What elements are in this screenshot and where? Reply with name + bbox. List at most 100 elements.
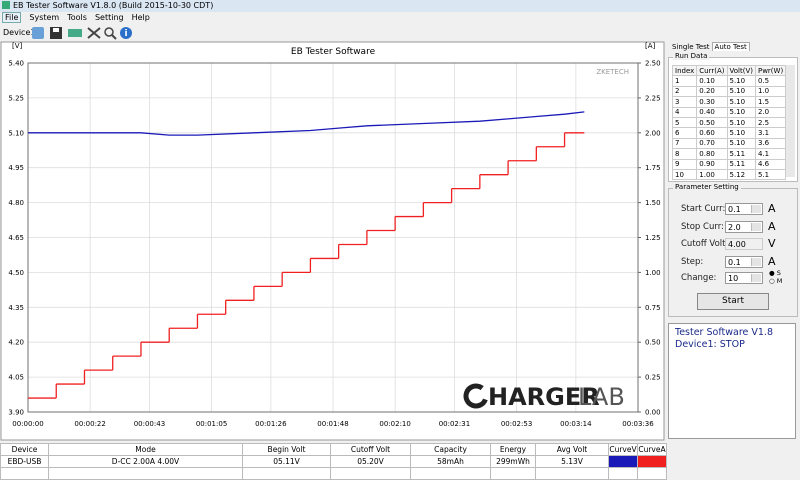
data-row: 10 1.00 5.12 5.1 <box>671 168 787 181</box>
column-header: Device <box>0 443 49 456</box>
chart-button[interactable] <box>68 29 82 37</box>
y-tick-label: 4.50 <box>8 269 24 277</box>
app-icon <box>2 1 10 9</box>
column-header: Index <box>671 64 698 77</box>
radio-option[interactable]: ○ M <box>769 277 783 285</box>
logo-mark <box>463 383 489 409</box>
menu-item[interactable]: System <box>29 13 60 22</box>
zoom-button[interactable] <box>104 27 114 37</box>
column-header: Mode <box>48 443 243 456</box>
cell: 0.50 <box>696 116 728 129</box>
info-button[interactable] <box>120 27 132 39</box>
cell: 5 <box>671 116 698 129</box>
y-tick-label: 4.05 <box>8 374 24 382</box>
cell: 0.10 <box>696 75 728 87</box>
menu-item[interactable]: File <box>2 12 22 23</box>
title-bar: EB Tester Software V1.8.0 (Build 2015-10… <box>0 0 800 12</box>
cell: 5.10 <box>726 85 756 98</box>
menu-item[interactable]: Help <box>131 13 150 22</box>
field-label: Start Curr: <box>681 204 726 214</box>
field-label: Change: <box>681 273 717 283</box>
field-label: Stop Curr: <box>681 222 724 232</box>
results-panel: Device Mode Begin Volt Cutoff Volt Capacity E… <box>0 443 667 480</box>
tab-active[interactable]: Auto Test <box>711 42 750 51</box>
radio-option[interactable]: ● S <box>769 269 781 277</box>
cell: 3.6 <box>754 137 787 150</box>
cell: 10 <box>671 168 698 181</box>
field-unit: V <box>768 237 776 250</box>
results-table: Device Mode Begin Volt Cutoff Volt Capacity E… <box>0 443 667 480</box>
y-tick-label: 5.25 <box>8 94 24 102</box>
cell: 5.10 <box>726 127 756 139</box>
x-tick-label: 00:01:05 <box>196 420 227 428</box>
run-data-table: Index Curr(A) Volt(V) Pwr(W) 1 0.10 5.10 0.5 2 0.… <box>671 64 787 181</box>
field-input[interactable]: 4.00 <box>725 238 763 250</box>
data-row: 1 0.10 5.10 0.5 <box>671 75 787 87</box>
y2-tick-label: 0.75 <box>645 304 661 312</box>
cell: 9 <box>671 158 698 170</box>
status-box: Tester Software V1.8 Device1: STOP <box>668 323 796 439</box>
cell: 3 <box>671 96 698 108</box>
cell: 0.5 <box>754 75 787 87</box>
y2-tick-label: 0.50 <box>645 339 661 347</box>
field-input[interactable]: 10 <box>725 272 763 284</box>
chart-title: EB Tester Software <box>291 47 376 57</box>
y-tick-label: 4.35 <box>8 304 24 312</box>
cell: 2 <box>671 85 698 98</box>
y-tick-label: 4.80 <box>8 199 24 207</box>
watermark: ZKETECH <box>596 68 629 76</box>
cell: 5.11 <box>726 148 756 160</box>
group-title: Run Data <box>673 52 710 60</box>
y2-tick-label: 1.25 <box>645 234 661 242</box>
menu-item[interactable]: Setting <box>94 13 124 22</box>
column-header: Begin Volt <box>242 443 331 456</box>
logo-text: LAB <box>578 383 625 411</box>
plot-border <box>27 62 639 413</box>
cell: 2.5 <box>754 116 787 129</box>
y2-tick-label: 1.50 <box>645 199 661 207</box>
cell: 3.1 <box>754 127 787 139</box>
cell: 0.20 <box>696 85 728 98</box>
column-header: Capacity <box>410 443 491 456</box>
tools-button[interactable] <box>87 27 101 39</box>
side-panel: Single Test Auto Test Run Data Index Curr(… <box>666 41 800 441</box>
cell: 4 <box>671 106 698 118</box>
column-header: Curr(A) <box>696 64 728 77</box>
cell: 0.90 <box>696 158 728 170</box>
x-tick-label: 00:00:00 <box>12 420 43 428</box>
field-input[interactable]: 2.0 <box>725 221 763 233</box>
y2-tick-label: 0.00 <box>645 409 661 417</box>
logo-text: HARGER <box>488 383 600 411</box>
y2-axis-unit: [A] <box>645 42 656 50</box>
x-tick-label: 00:01:48 <box>317 420 348 428</box>
cell: EBD-USB <box>0 455 49 468</box>
tab[interactable]: Single Test <box>672 43 710 51</box>
status-line: Tester Software V1.8 <box>675 327 773 338</box>
x-tick-label: 00:02:10 <box>379 420 410 428</box>
start-button[interactable]: Start <box>697 293 769 310</box>
field-input[interactable]: 0.1 <box>725 203 763 215</box>
cell: 58mAh <box>410 455 491 468</box>
header-row: Device Mode Begin Volt Cutoff Volt Capacity E… <box>0 443 667 456</box>
data-row: 2 0.20 5.10 1.0 <box>671 85 787 98</box>
menu-item[interactable]: Tools <box>67 13 87 22</box>
curve-swatch <box>637 455 667 468</box>
scrollbar[interactable] <box>785 65 795 177</box>
field-input[interactable]: 0.1 <box>725 256 763 268</box>
toolbar-icons: i <box>32 27 132 40</box>
cell: 0.80 <box>696 148 728 160</box>
radio-label: M <box>776 277 783 285</box>
data-row: 5 0.50 5.10 2.5 <box>671 116 787 129</box>
column-header: CurveA <box>637 443 667 456</box>
connect-button[interactable] <box>32 27 44 39</box>
cell: 4.1 <box>754 148 787 160</box>
y2-tick-label: 1.00 <box>645 269 661 277</box>
cell: 0.30 <box>696 96 728 108</box>
radio-label: S <box>776 269 781 277</box>
cell: 5.11 <box>726 158 756 170</box>
y2-tick-label: 2.25 <box>645 94 661 102</box>
field-unit: A <box>768 202 776 215</box>
y-tick-label: 4.20 <box>8 339 24 347</box>
save-icon-part <box>53 28 59 32</box>
